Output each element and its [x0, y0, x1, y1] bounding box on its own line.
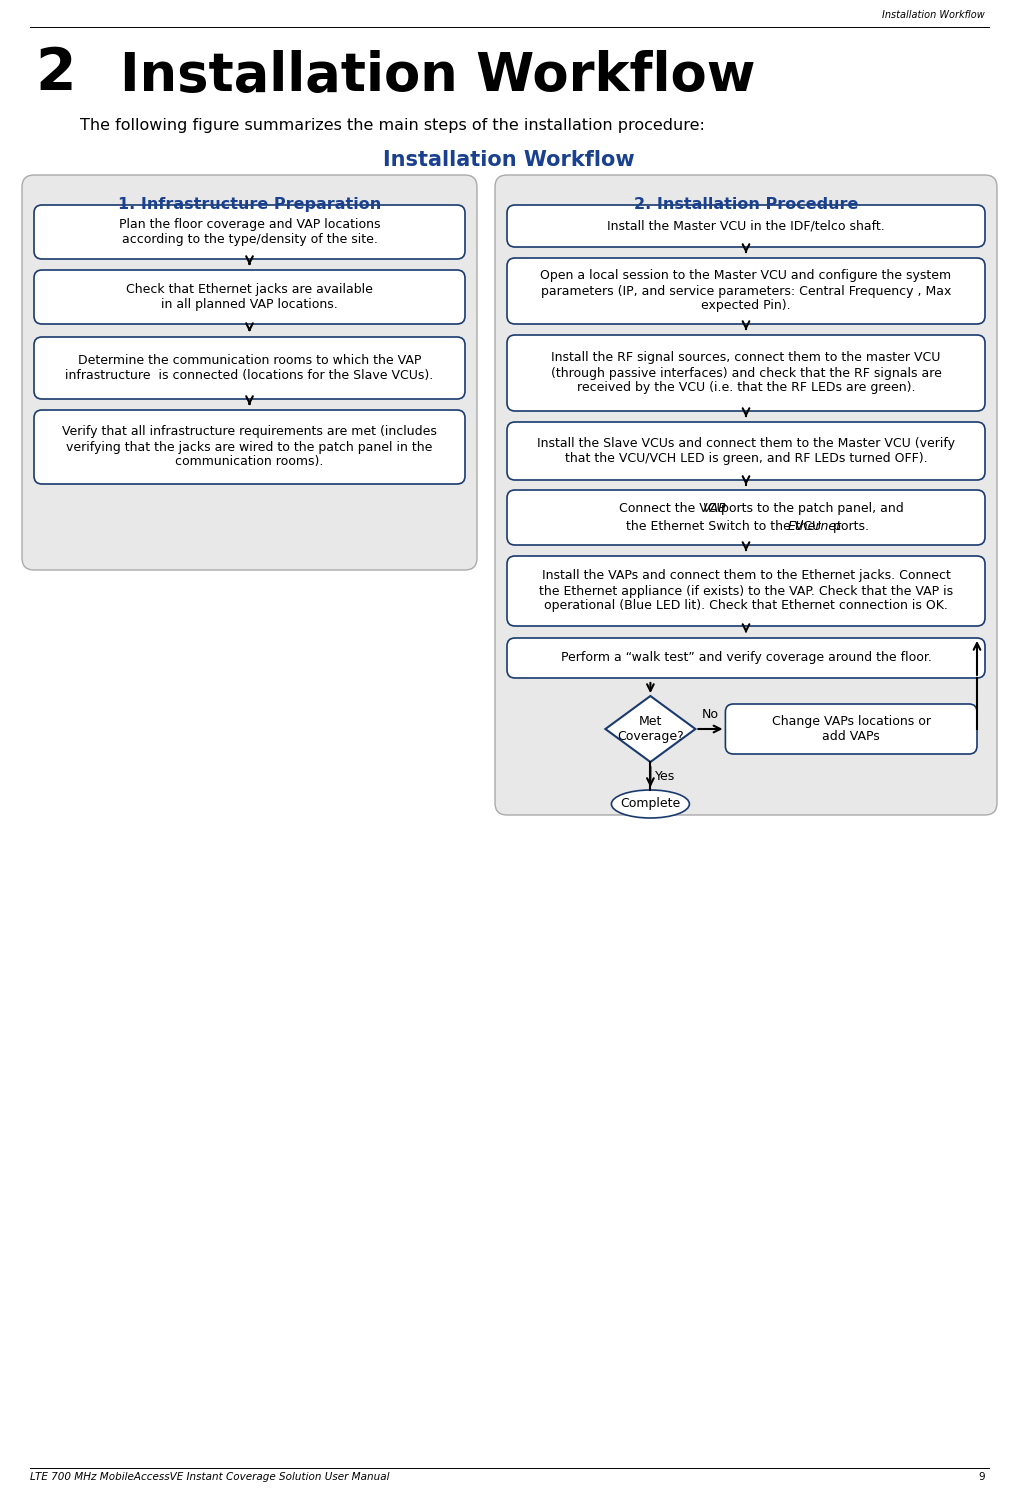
Text: Installation Workflow: Installation Workflow — [882, 10, 985, 19]
Text: Met
Coverage?: Met Coverage? — [618, 716, 684, 743]
FancyBboxPatch shape — [34, 409, 465, 484]
FancyBboxPatch shape — [726, 704, 977, 754]
FancyBboxPatch shape — [34, 205, 465, 258]
FancyBboxPatch shape — [507, 490, 985, 545]
Text: ports.: ports. — [829, 520, 869, 533]
Text: Verify that all infrastructure requirements are met (includes
verifying that the: Verify that all infrastructure requireme… — [62, 426, 437, 469]
Text: 2: 2 — [35, 45, 75, 102]
Text: Change VAPs locations or
add VAPs: Change VAPs locations or add VAPs — [771, 716, 930, 743]
Text: The following figure summarizes the main steps of the installation procedure:: The following figure summarizes the main… — [81, 118, 705, 133]
Text: Ethernet: Ethernet — [788, 520, 842, 533]
Text: 1. Infrastructure Preparation: 1. Infrastructure Preparation — [118, 197, 381, 212]
Text: Installation Workflow: Installation Workflow — [120, 49, 755, 102]
FancyBboxPatch shape — [22, 175, 477, 571]
Text: LTE 700 MHz MobileAccessVE Instant Coverage Solution User Manual: LTE 700 MHz MobileAccessVE Instant Cover… — [30, 1472, 389, 1482]
Text: Install the Slave VCUs and connect them to the Master VCU (verify
that the VCU/V: Install the Slave VCUs and connect them … — [537, 438, 955, 465]
Text: 2. Installation Procedure: 2. Installation Procedure — [634, 197, 858, 212]
Text: Connect the VCU: Connect the VCU — [619, 502, 730, 515]
Text: Open a local session to the Master VCU and configure the system
parameters (IP, : Open a local session to the Master VCU a… — [540, 269, 952, 312]
Polygon shape — [605, 696, 695, 762]
Text: Yes: Yes — [655, 769, 676, 783]
Text: Install the RF signal sources, connect them to the master VCU
(through passive i: Install the RF signal sources, connect t… — [550, 351, 942, 394]
Text: Check that Ethernet jacks are available
in all planned VAP locations.: Check that Ethernet jacks are available … — [126, 282, 373, 311]
Text: Plan the floor coverage and VAP locations
according to the type/density of the s: Plan the floor coverage and VAP location… — [119, 218, 380, 247]
FancyBboxPatch shape — [34, 270, 465, 324]
Text: Determine the communication rooms to which the VAP
infrastructure  is connected : Determine the communication rooms to whi… — [65, 354, 434, 382]
Text: Installation Workflow: Installation Workflow — [383, 149, 635, 170]
Text: VAP: VAP — [702, 502, 726, 515]
FancyBboxPatch shape — [495, 175, 997, 816]
FancyBboxPatch shape — [34, 338, 465, 399]
FancyBboxPatch shape — [507, 205, 985, 247]
FancyBboxPatch shape — [507, 335, 985, 411]
Text: Perform a “walk test” and verify coverage around the floor.: Perform a “walk test” and verify coverag… — [560, 651, 931, 665]
Text: No: No — [702, 708, 718, 722]
FancyBboxPatch shape — [507, 421, 985, 480]
Text: ports to the patch panel, and: ports to the patch panel, and — [717, 502, 904, 515]
FancyBboxPatch shape — [507, 258, 985, 324]
FancyBboxPatch shape — [507, 556, 985, 626]
Text: Install the VAPs and connect them to the Ethernet jacks. Connect
the Ethernet ap: Install the VAPs and connect them to the… — [539, 569, 953, 613]
Ellipse shape — [611, 790, 690, 819]
FancyBboxPatch shape — [507, 638, 985, 678]
Text: Install the Master VCU in the IDF/telco shaft.: Install the Master VCU in the IDF/telco … — [607, 220, 884, 233]
Text: Complete: Complete — [621, 798, 681, 811]
Text: 9: 9 — [978, 1472, 985, 1482]
Text: the Ethernet Switch to the VCU: the Ethernet Switch to the VCU — [627, 520, 825, 533]
